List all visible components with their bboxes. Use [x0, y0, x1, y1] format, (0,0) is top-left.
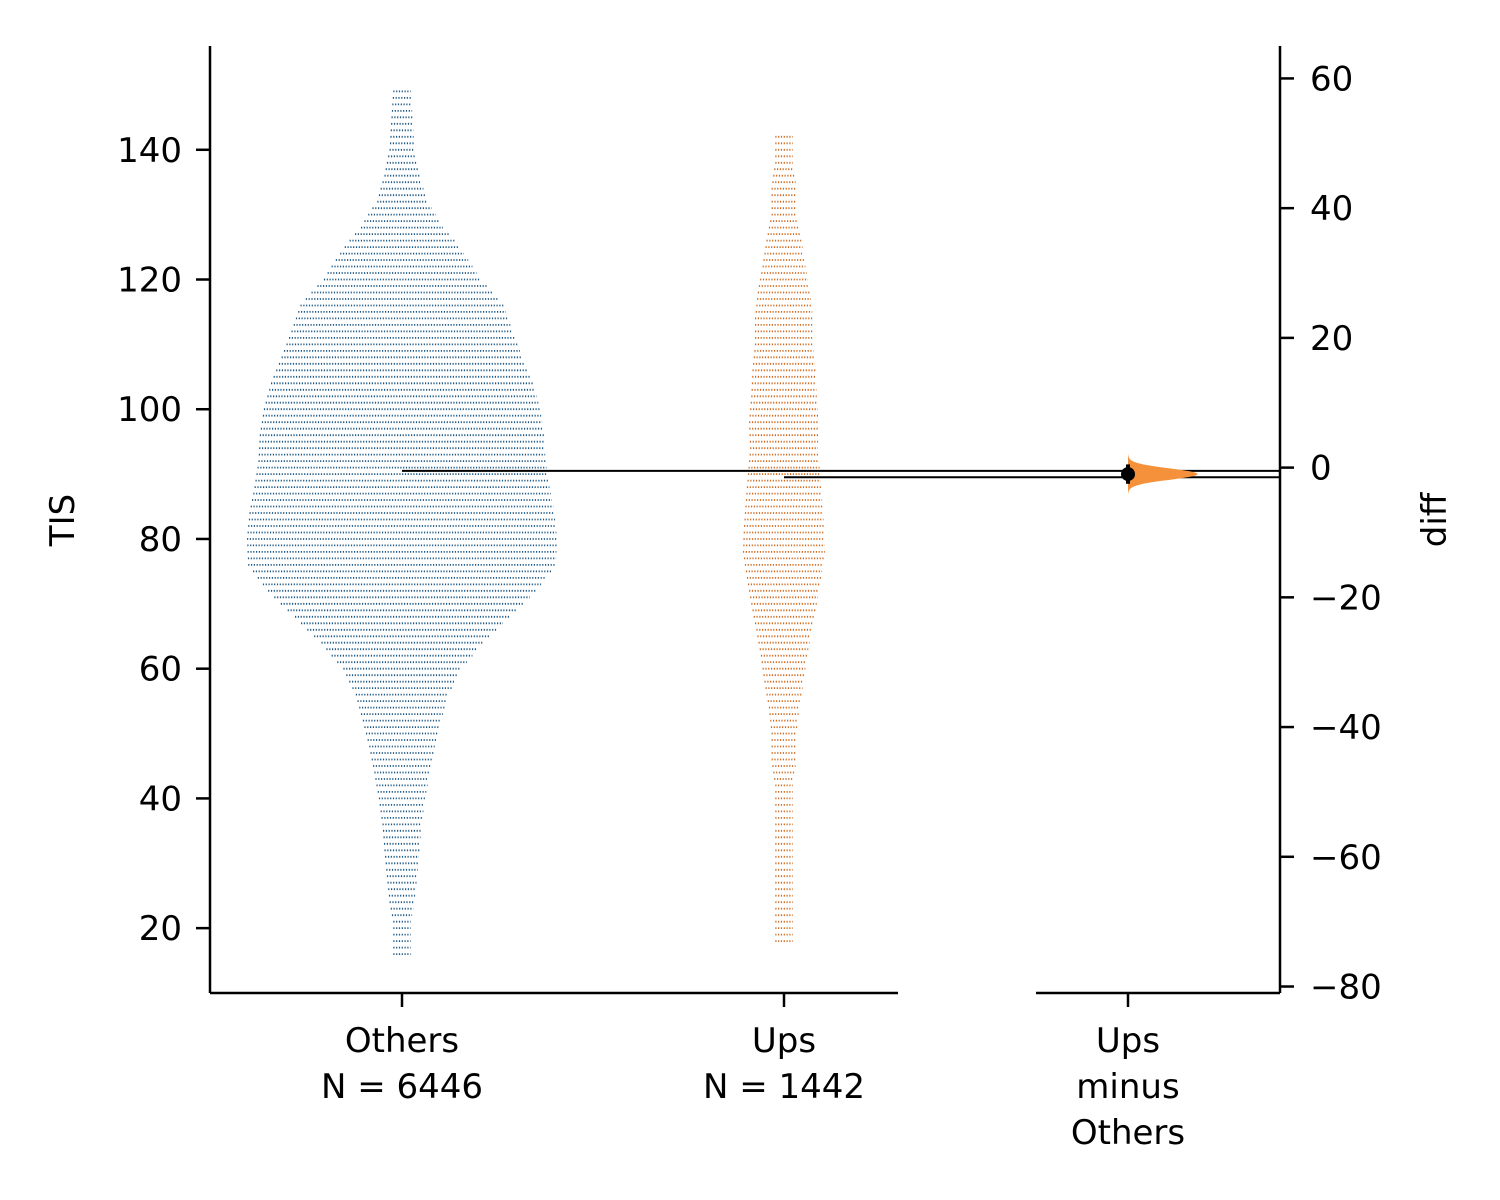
x-tick-label: N = 6446 [321, 1067, 483, 1107]
left-y-tick-label: 80 [139, 520, 182, 560]
left-y-tick-label: 20 [139, 909, 182, 949]
right-y-tick-label: 60 [1310, 59, 1353, 99]
right-y-tick-label: −60 [1310, 838, 1382, 878]
left-y-tick-label: 140 [117, 131, 182, 171]
left-y-tick-label: 40 [139, 779, 182, 819]
right-y-axis-title: diff [1415, 491, 1455, 547]
x-tick-label: Others [345, 1021, 459, 1061]
right-y-tick-label: 0 [1310, 449, 1332, 489]
x-tick-label: Ups [1096, 1021, 1160, 1061]
left-y-tick-label: 60 [139, 650, 182, 690]
right-y-tick-label: −20 [1310, 578, 1382, 618]
right-y-axis: −80 −60 −40 −20 0 20 40 60 [1278, 46, 1382, 1008]
left-y-tick-label: 100 [117, 390, 182, 430]
x-tick-label: N = 1442 [703, 1067, 865, 1107]
right-y-tick-label: 20 [1310, 319, 1353, 359]
left-y-tick-label: 120 [117, 261, 182, 301]
right-y-tick-label: 40 [1310, 189, 1353, 229]
x-tick-label: minus [1076, 1067, 1179, 1107]
right-y-tick-label: −40 [1310, 708, 1382, 748]
left-y-axis-title: TIS [43, 494, 83, 547]
mean-difference-point [1121, 467, 1135, 482]
right-y-tick-label: −80 [1310, 968, 1382, 1008]
left-y-axis: 20 40 60 80 100 120 140 [117, 46, 212, 993]
x-tick-label: Others [1071, 1113, 1185, 1153]
x-tick-label: Ups [752, 1021, 816, 1061]
bootstrap-distribution [1128, 454, 1198, 494]
contrast-effect-size [1121, 454, 1198, 494]
swarm-layer [247, 90, 825, 955]
x-tick-labels: Others N = 6446 Ups N = 1442 Ups minus Others [321, 993, 1185, 1153]
